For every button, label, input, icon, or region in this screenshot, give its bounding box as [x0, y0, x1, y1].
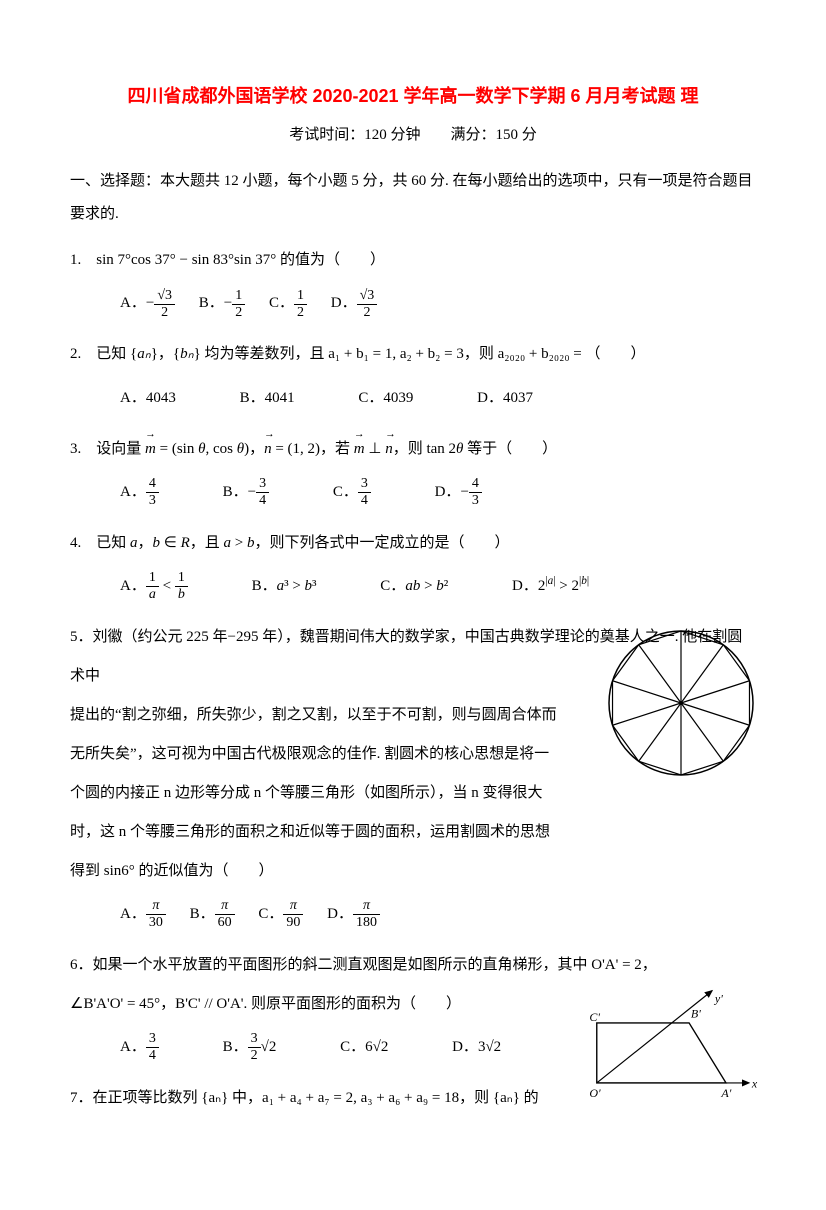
q4-option-B: B．a³ > b³	[252, 567, 317, 606]
q4-stem: 4. 已知 a，b ∈ R，且 a > b，则下列各式中一定成立的是（ ）	[70, 524, 756, 563]
q4-options: A．1a < 1b B．a³ > b³ C．ab > b² D．2|a| > 2…	[70, 567, 756, 606]
q1-options: A．−√32 B．−12 C．12 D．√32	[70, 284, 756, 323]
q5-stem-body: 提出的“割之弥细，所失弥少，割之又割，以至于不可割，则与圆周合体而无所失矣”，这…	[70, 696, 560, 891]
q2-option-D: D．4037	[477, 379, 533, 418]
q6-option-A: A．34	[120, 1028, 159, 1067]
q5-option-A: A．π30	[120, 895, 166, 934]
trapezoid-figure: C' B' O' A' y' x	[566, 986, 766, 1106]
section-intro: 一、选择题：本大题共 12 小题，每个小题 5 分，共 60 分. 在每小题给出…	[70, 165, 756, 231]
q4-option-A: A．1a < 1b	[120, 567, 188, 606]
question-2: 2. 已知 {aₙ}，{bₙ} 均为等差数列，且 a₁ + b₁ = 1, a₂…	[70, 335, 756, 417]
q2-stem: 2. 已知 {aₙ}，{bₙ} 均为等差数列，且 a₁ + b₁ = 1, a₂…	[70, 335, 756, 374]
question-4: 4. 已知 a，b ∈ R，且 a > b，则下列各式中一定成立的是（ ） A．…	[70, 524, 756, 606]
question-1: 1. sin 7°cos 37° − sin 83°sin 37° 的值为（ ）…	[70, 241, 756, 323]
q1-option-B: B．−12	[199, 284, 245, 323]
q1-stem: 1. sin 7°cos 37° − sin 83°sin 37° 的值为（ ）	[70, 241, 756, 280]
label-Bp: B'	[691, 1006, 701, 1020]
question-6: 6．如果一个水平放置的平面图形的斜二测直观图是如图所示的直角梯形，其中 O'A'…	[70, 946, 756, 1067]
q5-options: A．π30 B．π60 C．π90 D．π180	[70, 895, 756, 934]
label-y: y'	[714, 991, 723, 1005]
q6-options: A．34 B．32√2 C．6√2 D．3√2	[70, 1028, 580, 1067]
q2-option-A: A．4043	[120, 379, 176, 418]
q2-option-B: B．4041	[240, 379, 295, 418]
question-3: 3. 设向量 m = (sin θ, cos θ)，n = (1, 2)，若 m…	[70, 430, 756, 512]
circle-polygon-figure	[606, 628, 756, 778]
q6-option-B: B．32√2	[223, 1028, 277, 1067]
q6-option-D: D．3√2	[452, 1028, 501, 1067]
label-Op: O'	[589, 1085, 601, 1099]
q1-option-A: A．−√32	[120, 284, 175, 323]
q3-option-D: D．−43	[435, 473, 482, 512]
q1-option-C: C．12	[269, 284, 307, 323]
q3-option-A: A．43	[120, 473, 159, 512]
label-Ap: A'	[720, 1085, 731, 1099]
q6-stem-line1: 6．如果一个水平放置的平面图形的斜二测直观图是如图所示的直角梯形，其中 O'A'…	[70, 946, 756, 985]
q6-option-C: C．6√2	[340, 1028, 388, 1067]
label-x: x	[751, 1076, 758, 1090]
q3-stem: 3. 设向量 m = (sin θ, cos θ)，n = (1, 2)，若 m…	[70, 430, 756, 469]
q5-option-B: B．π60	[190, 895, 235, 934]
exam-meta: 考试时间：120 分钟 满分：150 分	[70, 122, 756, 149]
label-Cp: C'	[589, 1010, 600, 1024]
page-title: 四川省成都外国语学校 2020-2021 学年高一数学下学期 6 月月考试题 理	[70, 80, 756, 112]
q4-option-C: C．ab > b²	[380, 567, 448, 606]
q3-option-C: C．34	[333, 473, 371, 512]
q3-options: A．43 B．−34 C．34 D．−43	[70, 473, 756, 512]
q3-option-B: B．−34	[223, 473, 269, 512]
q5-option-C: C．π90	[258, 895, 303, 934]
q2-options: A．4043 B．4041 C．4039 D．4037	[70, 378, 756, 417]
question-5: 5．刘徽（约公元 225 年−295 年），魏晋期间伟大的数学家，中国古典数学理…	[70, 618, 756, 934]
q4-option-D: D．2|a| > 2|b|	[512, 567, 589, 606]
q2-option-C: C．4039	[358, 379, 413, 418]
q5-option-D: D．π180	[327, 895, 380, 934]
q1-option-D: D．√32	[331, 284, 378, 323]
q6-stem-line2: ∠B'A'O' = 45°，B'C' // O'A'. 则原平面图形的面积为（ …	[70, 985, 530, 1024]
